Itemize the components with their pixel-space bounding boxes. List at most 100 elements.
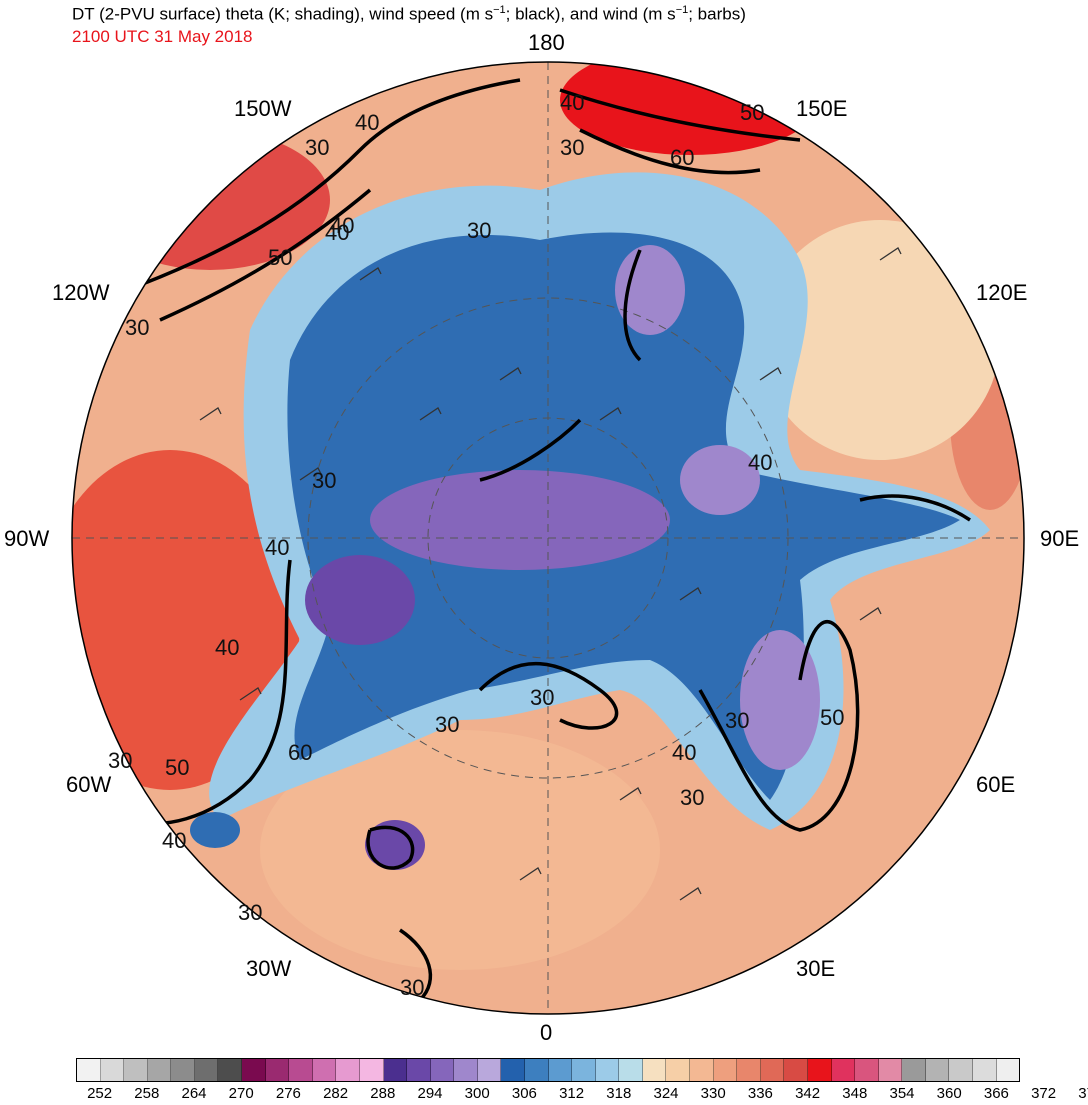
- contour-label: 40: [672, 740, 696, 765]
- cold-core-southeast: [740, 630, 820, 770]
- colorbar-labels: 252 258 264 270 276 282 288 294 300 306 312 318 324 3…: [76, 1085, 1088, 1105]
- colorbar-tick-label: 312: [559, 1085, 585, 1102]
- colorbar-cell: [713, 1059, 738, 1081]
- colorbar-tick-label: 366: [983, 1085, 1009, 1102]
- contour-label: 40: [560, 90, 584, 115]
- contour-label: 40: [215, 635, 239, 660]
- colorbar-cell: [737, 1059, 761, 1081]
- colorbar-cell: [407, 1059, 431, 1081]
- colorbar-cell: [147, 1059, 172, 1081]
- lon-label-0: 0: [540, 1020, 553, 1045]
- colorbar-cell: [454, 1059, 478, 1081]
- colorbar-tick-label: 306: [511, 1085, 537, 1102]
- colorbar: [76, 1058, 1020, 1082]
- colorbar-tick-label: 252: [87, 1085, 113, 1102]
- wind-speed-contours: [129, 78, 971, 1002]
- colorbar-cell: [289, 1059, 313, 1081]
- contour-label: 30: [238, 900, 262, 925]
- valid-time: 2100 UTC 31 May 2018: [72, 27, 253, 46]
- colorbar-cell: [477, 1059, 502, 1081]
- contour-label: 30: [435, 712, 459, 737]
- colorbar-cell: [548, 1059, 573, 1081]
- map-boundary: [71, 61, 1025, 1015]
- lon-label-120w: 120W: [52, 280, 110, 305]
- colorbar-cell: [690, 1059, 714, 1081]
- cold-core-west: [305, 555, 415, 645]
- colorbar-cell: [100, 1059, 125, 1081]
- warm-region-south: [260, 730, 660, 970]
- lon-label-150w: 150W: [234, 96, 292, 121]
- colorbar-cell: [666, 1059, 691, 1081]
- colorbar-tick-label: 276: [275, 1085, 301, 1102]
- contour-label: 40: [162, 828, 186, 853]
- colorbar-cell: [760, 1059, 785, 1081]
- graticule: [72, 62, 1024, 1014]
- colorbar-tick-label: 288: [370, 1085, 396, 1102]
- contour-label: 50: [268, 245, 292, 270]
- colorbar-cell: [925, 1059, 950, 1081]
- colorbar-tick-label: 294: [417, 1085, 443, 1102]
- colorbar-cell: [972, 1059, 997, 1081]
- contour-label: 30: [108, 748, 132, 773]
- colorbar-cell: [336, 1059, 360, 1081]
- cold-core-east: [680, 445, 760, 515]
- contour-label: 40: [330, 213, 354, 238]
- colorbar-tick-label: 324: [653, 1085, 679, 1102]
- contour-label: 30: [400, 975, 424, 1000]
- colorbar-tick-label: 354: [889, 1085, 915, 1102]
- colorbar-tick-label: 318: [606, 1085, 632, 1102]
- contour-label: 50: [740, 100, 764, 125]
- lon-label-90w: 90W: [4, 526, 50, 551]
- colorbar-cell: [831, 1059, 856, 1081]
- colorbar-cell: [524, 1059, 549, 1081]
- contour-label: 60: [288, 740, 312, 765]
- colorbar-cell: [194, 1059, 219, 1081]
- lon-label-120e: 120E: [976, 280, 1028, 305]
- colorbar-cell: [171, 1059, 195, 1081]
- contour-label: 40: [748, 450, 772, 475]
- colorbar-cell: [359, 1059, 384, 1081]
- colorbar-cell: [595, 1059, 620, 1081]
- colorbar-tick-label: 300: [464, 1085, 490, 1102]
- colorbar-cell: [855, 1059, 879, 1081]
- colorbar-tick-label: 270: [228, 1085, 254, 1102]
- contour-label: 30: [305, 135, 329, 160]
- colorbar-cell: [430, 1059, 455, 1081]
- colorbar-cell: [242, 1059, 266, 1081]
- colorbar-cell: [383, 1059, 408, 1081]
- contour-label: 30: [312, 468, 336, 493]
- colorbar-tick-label: 264: [181, 1085, 207, 1102]
- lon-label-90e: 90E: [1040, 526, 1080, 551]
- colorbar-tick-label: 330: [700, 1085, 726, 1102]
- lon-label-30w: 30W: [246, 956, 292, 981]
- contour-label: 30: [560, 135, 584, 160]
- colorbar-cell: [996, 1059, 1020, 1081]
- chart-title: DT (2-PVU surface) theta (K; shading), w…: [72, 4, 746, 24]
- colorbar-cell: [642, 1059, 667, 1081]
- contour-label: 50: [820, 705, 844, 730]
- contour-label: 40: [265, 535, 289, 560]
- lon-label-150e: 150E: [796, 96, 848, 121]
- contour-label: 40: [355, 110, 379, 135]
- wind-barbs: [199, 247, 902, 901]
- contour-label: 30: [125, 315, 149, 340]
- colorbar-tick-label: 342: [795, 1085, 821, 1102]
- colorbar-cell: [572, 1059, 596, 1081]
- contour-label: 30: [680, 785, 704, 810]
- colorbar-cell: [619, 1059, 643, 1081]
- lon-label-30e: 30E: [796, 956, 836, 981]
- cold-core-southwest: [190, 812, 240, 848]
- colorbar-cell: [902, 1059, 926, 1081]
- contour-labels: 40 30 40 50 60 40 30 40 50 30 30 40 40 3…: [108, 90, 844, 1000]
- colorbar-cell: [784, 1059, 808, 1081]
- cold-core-center: [370, 470, 670, 570]
- colorbar-cell: [312, 1059, 337, 1081]
- colorbar-cell: [77, 1059, 101, 1081]
- lon-label-60w: 60W: [66, 772, 112, 797]
- contour-label: 30: [530, 685, 554, 710]
- colorbar-cell: [218, 1059, 243, 1081]
- colorbar-tick-label: 372: [1031, 1085, 1057, 1102]
- colorbar-cell: [124, 1059, 148, 1081]
